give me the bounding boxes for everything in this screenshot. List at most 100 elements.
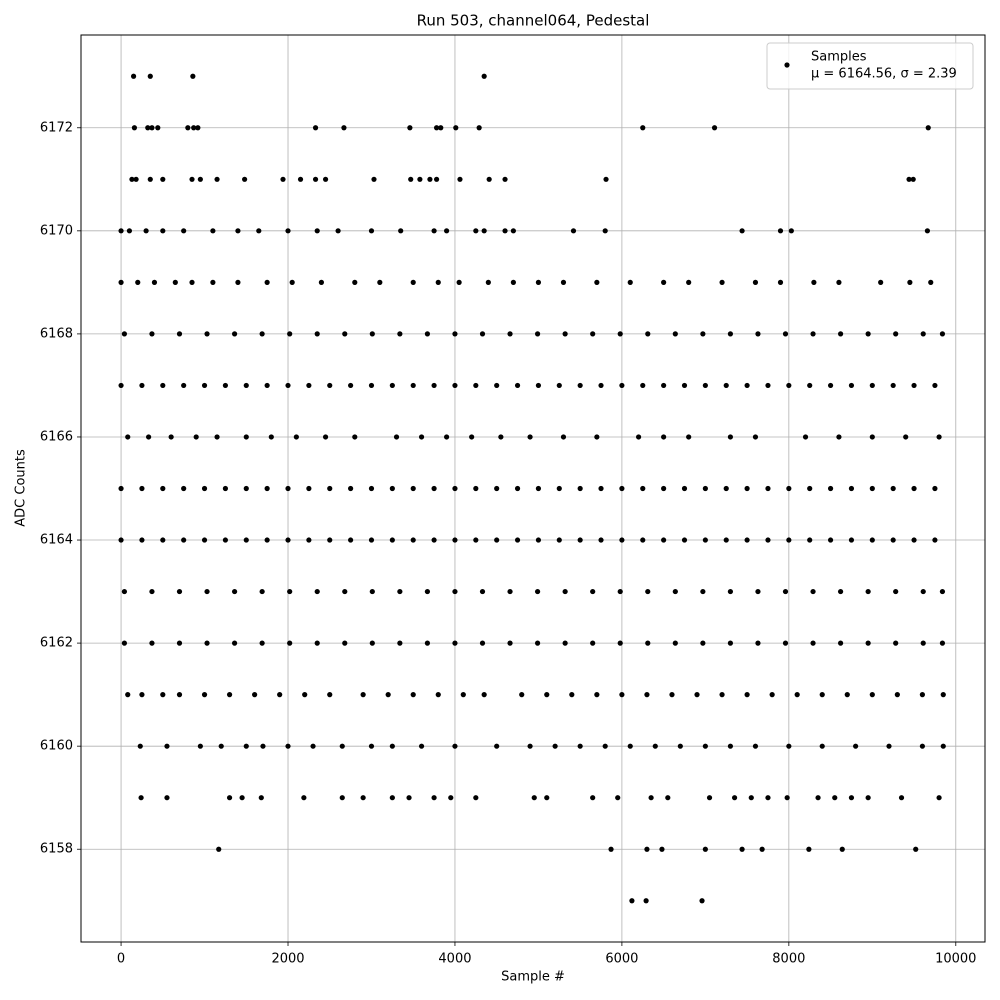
point bbox=[619, 382, 625, 389]
point bbox=[285, 485, 291, 492]
point bbox=[590, 795, 596, 801]
point bbox=[560, 279, 567, 285]
point bbox=[836, 434, 842, 440]
point bbox=[865, 588, 871, 595]
point bbox=[418, 743, 425, 749]
point bbox=[594, 279, 600, 285]
point bbox=[494, 537, 500, 543]
point bbox=[322, 176, 329, 182]
point bbox=[139, 382, 145, 389]
point bbox=[190, 73, 196, 79]
point bbox=[765, 795, 771, 801]
point bbox=[893, 588, 899, 595]
point bbox=[433, 176, 440, 182]
point bbox=[510, 279, 516, 285]
point bbox=[919, 743, 925, 749]
point bbox=[556, 485, 562, 492]
point bbox=[287, 331, 293, 337]
point bbox=[479, 331, 486, 337]
point bbox=[782, 640, 789, 646]
point bbox=[222, 537, 229, 543]
point bbox=[306, 485, 312, 492]
point bbox=[594, 434, 600, 440]
point bbox=[424, 640, 431, 646]
point bbox=[782, 588, 789, 595]
point bbox=[243, 382, 249, 389]
point bbox=[644, 846, 650, 852]
point bbox=[444, 228, 450, 234]
point bbox=[204, 640, 210, 646]
point bbox=[827, 537, 834, 543]
point bbox=[645, 588, 651, 595]
point bbox=[527, 434, 533, 440]
point bbox=[453, 125, 459, 131]
y-tick-label: 6164 bbox=[40, 533, 73, 548]
point bbox=[352, 279, 358, 285]
point bbox=[118, 485, 124, 492]
point bbox=[222, 485, 229, 492]
point bbox=[848, 485, 855, 492]
point bbox=[214, 176, 220, 182]
point bbox=[242, 176, 248, 182]
point bbox=[191, 125, 197, 131]
point bbox=[702, 743, 708, 749]
y-tick-label: 6168 bbox=[40, 326, 73, 341]
point bbox=[502, 176, 508, 182]
x-tick-label: 4000 bbox=[438, 952, 471, 967]
point bbox=[590, 331, 596, 337]
point bbox=[939, 588, 946, 595]
point bbox=[752, 279, 759, 285]
point bbox=[535, 279, 542, 285]
point bbox=[672, 331, 678, 337]
point bbox=[672, 588, 678, 595]
point bbox=[744, 485, 750, 492]
point bbox=[617, 331, 623, 337]
point bbox=[924, 228, 931, 234]
point bbox=[410, 537, 416, 543]
point bbox=[410, 279, 416, 285]
point bbox=[389, 537, 395, 543]
point bbox=[837, 331, 844, 337]
point bbox=[473, 795, 479, 801]
point bbox=[306, 382, 312, 389]
point bbox=[431, 537, 437, 543]
point bbox=[389, 485, 395, 492]
y-tick-label: 6172 bbox=[40, 120, 73, 135]
point bbox=[535, 485, 542, 492]
point bbox=[844, 692, 850, 698]
point bbox=[222, 382, 229, 389]
point bbox=[786, 382, 792, 389]
point bbox=[811, 279, 817, 285]
point bbox=[327, 485, 333, 492]
point bbox=[301, 795, 307, 801]
point bbox=[913, 846, 919, 852]
point bbox=[339, 743, 345, 749]
point bbox=[368, 485, 375, 492]
point bbox=[181, 382, 187, 389]
point bbox=[535, 537, 542, 543]
point bbox=[407, 125, 413, 131]
point bbox=[936, 434, 942, 440]
point bbox=[360, 692, 366, 698]
point bbox=[498, 434, 504, 440]
legend-marker bbox=[784, 62, 790, 68]
point bbox=[341, 125, 347, 131]
point bbox=[486, 176, 492, 182]
point bbox=[794, 692, 800, 698]
point bbox=[473, 228, 479, 234]
point bbox=[452, 537, 458, 543]
point bbox=[755, 331, 761, 337]
point bbox=[932, 537, 938, 543]
point bbox=[327, 537, 333, 543]
point bbox=[932, 382, 938, 389]
point bbox=[231, 640, 238, 646]
point bbox=[810, 640, 816, 646]
point bbox=[149, 331, 155, 337]
point bbox=[397, 588, 403, 595]
point bbox=[940, 743, 946, 749]
point bbox=[777, 228, 784, 234]
point bbox=[577, 485, 583, 492]
point bbox=[700, 640, 706, 646]
point bbox=[371, 176, 377, 182]
point bbox=[514, 382, 521, 389]
